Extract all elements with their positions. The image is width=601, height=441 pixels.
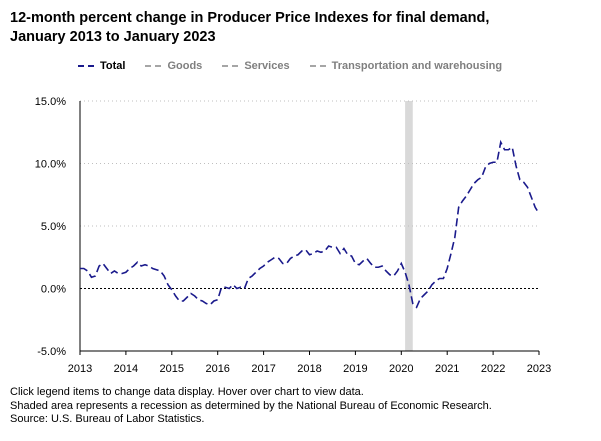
chart-legend: Total Goods Services Transportation and … — [78, 58, 522, 74]
y-tick-label: 10.0% — [35, 159, 66, 171]
x-tick-label: 2016 — [205, 363, 229, 375]
legend-item-transportation[interactable]: Transportation and warehousing — [309, 60, 503, 72]
x-tick-label: 2022 — [481, 363, 505, 375]
x-tick-label: 2014 — [114, 363, 138, 375]
y-tick-label: -5.0% — [37, 346, 66, 358]
line-chart[interactable]: -5.0% 0.0% 5.0% 10.0% 15.0% 2013 2014 2015 2016 2… — [0, 0, 601, 380]
series-layer[interactable] — [80, 139, 540, 309]
x-tick-label: 2020 — [389, 363, 413, 375]
x-tick-label: 2021 — [435, 363, 459, 375]
series-line-total[interactable] — [80, 139, 540, 309]
y-tick-label: 15.0% — [35, 96, 66, 108]
legend-item-total[interactable]: Total — [78, 60, 125, 72]
legend-swatch-services — [222, 65, 239, 67]
x-tick-label: 2019 — [343, 363, 367, 375]
footer-instructions: Click legend items to change data displa… — [10, 386, 364, 398]
chart-title-line-1: 12-month percent change in Producer Pric… — [10, 10, 490, 26]
legend-label-goods: Goods — [167, 60, 203, 72]
legend-label-total: Total — [100, 60, 126, 72]
chart-footer: Click legend items to change data displa… — [10, 386, 492, 427]
axis-layer: -5.0% 0.0% 5.0% 10.0% 15.0% 2013 2014 2015 2016 2… — [35, 96, 551, 375]
y-tick-label: 0.0% — [41, 284, 66, 296]
legend-swatch-transportation — [309, 65, 326, 67]
legend-item-services[interactable]: Services — [222, 60, 290, 72]
footer-source: Source: U.S. Bureau of Labor Statistics. — [10, 413, 205, 425]
x-tick-label: 2013 — [68, 363, 92, 375]
y-tick-label: 5.0% — [41, 221, 66, 233]
legend-swatch-total — [78, 65, 94, 67]
legend-label-transportation: Transportation and warehousing — [331, 60, 503, 72]
x-tick-label: 2017 — [251, 363, 275, 375]
x-tick-label: 2015 — [160, 363, 184, 375]
chart-title: 12-month percent change in Producer Pric… — [10, 9, 590, 47]
legend-swatch-goods — [145, 65, 162, 67]
legend-label-services: Services — [244, 60, 290, 72]
x-tick-label: 2018 — [297, 363, 321, 375]
footer-recession-note: Shaded area represents a recession as de… — [10, 399, 492, 412]
legend-item-goods[interactable]: Goods — [145, 60, 202, 72]
x-tick-label: 2023 — [527, 363, 551, 375]
grid-layer — [80, 100, 539, 289]
chart-title-line-2: January 2013 to January 2023 — [10, 29, 216, 45]
